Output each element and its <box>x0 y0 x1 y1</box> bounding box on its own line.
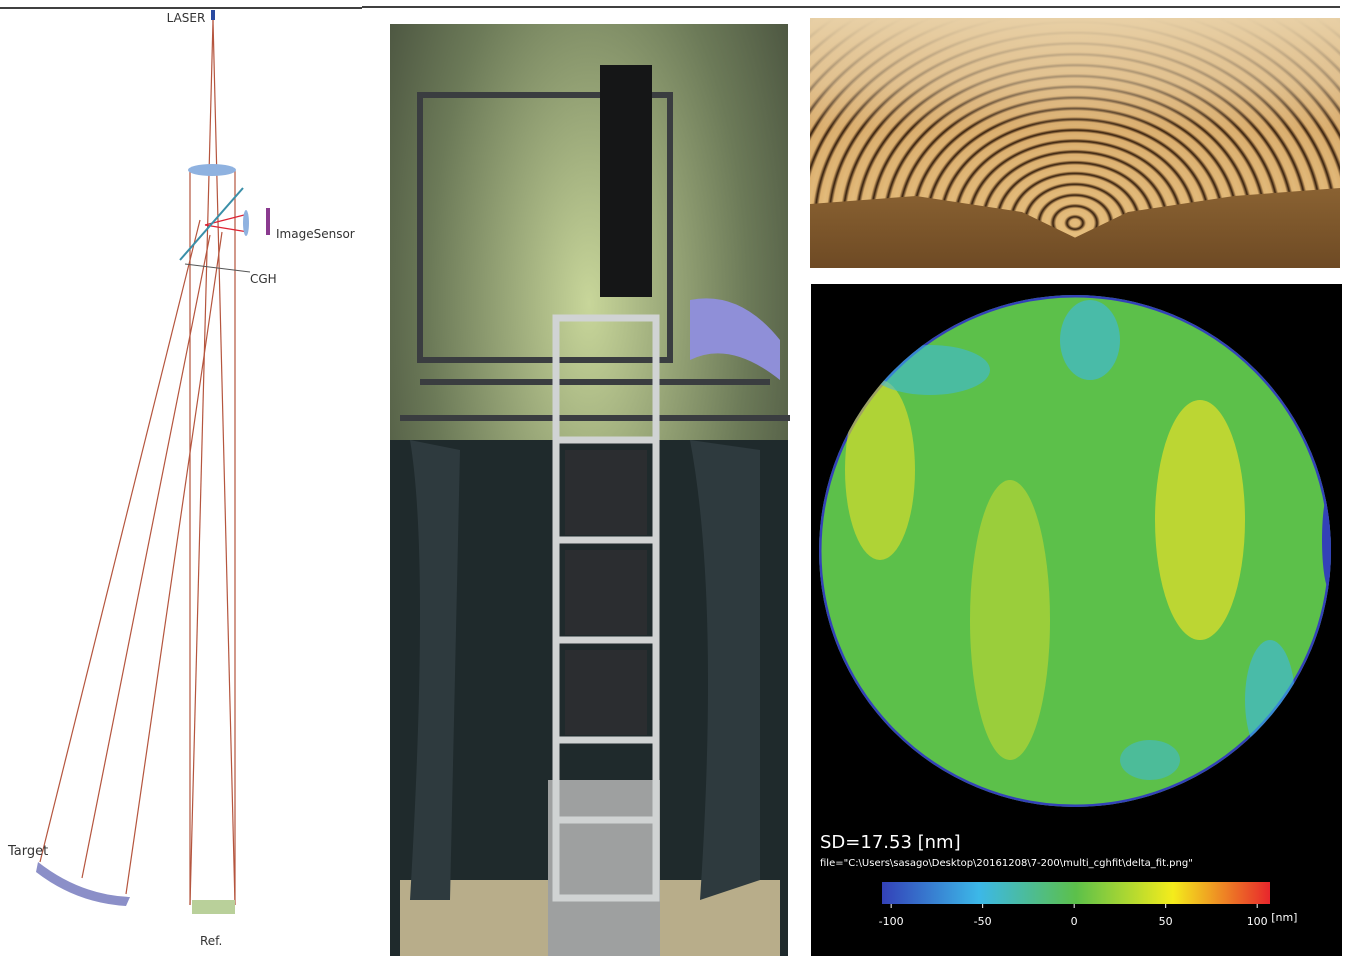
file-label: file="C:\Users\sasago\Desktop\20161208\7… <box>820 858 1193 869</box>
colorbar-unit: [nm] <box>1271 911 1297 924</box>
image-sensor <box>266 208 270 235</box>
fringe-shadow <box>810 188 1340 268</box>
sd-label: SD=17.53 [nm] <box>820 832 961 853</box>
reference-mirror <box>192 900 235 914</box>
colorbar-tick-label: 100 <box>1247 915 1268 928</box>
label: Ref. <box>200 934 222 948</box>
target-mirror <box>36 862 130 906</box>
label: LASER <box>167 11 206 25</box>
lens <box>243 210 249 236</box>
colorbar-tick-label: 0 <box>1071 915 1078 928</box>
label: CGH <box>250 272 277 286</box>
colorbar <box>882 882 1270 904</box>
laser-icon <box>211 10 215 20</box>
label: ImageSensor <box>276 227 355 241</box>
colorbar-tick-label: -100 <box>879 915 904 928</box>
surface-map: SD=17.53 [nm] file="C:\Users\sasago\Desk… <box>811 284 1342 956</box>
lens <box>188 164 236 176</box>
setup-photo <box>390 24 790 956</box>
label: Target <box>7 844 48 859</box>
colorbar-tick-label: 50 <box>1159 915 1173 928</box>
figure: LASER ImageSensor CGH Target Ref. <box>0 0 1346 956</box>
optical-diagram <box>40 20 248 905</box>
colorbar-tick-label: -50 <box>974 915 992 928</box>
fringe-photo <box>810 18 1340 268</box>
